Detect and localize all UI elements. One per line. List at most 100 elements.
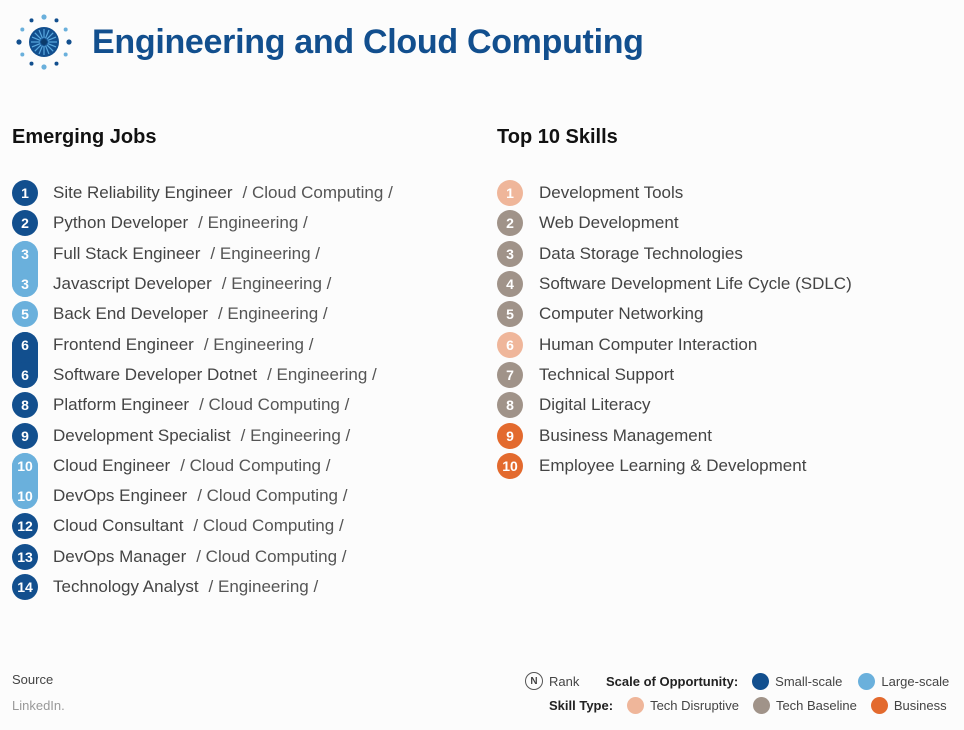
job-row: 12 Cloud Consultant / Cloud Computing / (12, 511, 393, 541)
job-rank-badge: 12 (12, 513, 38, 540)
job-category: / Engineering / (208, 577, 319, 596)
skill-name: Software Development Life Cycle (SDLC) (539, 274, 852, 294)
skill-name: Computer Networking (539, 304, 704, 324)
source-value: LinkedIn. (12, 698, 65, 713)
emerging-jobs-list: 1 Site Reliability Engineer / Cloud Comput… (12, 178, 393, 602)
job-row: 10 Cloud Engineer / Cloud Computing / (12, 451, 393, 481)
job-title: Platform Engineer (53, 395, 190, 415)
legend-rank-label: Rank (549, 673, 580, 689)
job-rank-badge: 3 (12, 240, 38, 267)
job-rank-badge: 1 (12, 180, 38, 207)
tech-disruptive-dot-icon (627, 697, 645, 714)
legend-business: Business (893, 698, 947, 713)
job-category: / Cloud Computing / (196, 546, 347, 566)
job-row: 1 Site Reliability Engineer / Cloud Comput… (12, 178, 393, 208)
job-rank-badge: 9 (12, 422, 38, 449)
job-rank-badge: 8 (12, 392, 38, 419)
job-title: Frontend Engineer (53, 334, 194, 354)
skill-row: 3 Data Storage Technologies (497, 239, 852, 269)
job-category: / Engineering / (210, 243, 321, 263)
skill-row: 1 Development Tools (497, 178, 852, 208)
skill-row: 9 Business Management (497, 420, 852, 450)
starburst-logo-icon (16, 14, 72, 70)
skill-rank-badge: 8 (497, 392, 523, 419)
job-rank-badge: 14 (12, 574, 38, 600)
legend-tech-disruptive: Tech Disruptive (650, 698, 739, 713)
skill-rank-badge: 4 (497, 271, 523, 298)
page-title: Engineering and Cloud Computing (92, 22, 644, 61)
top-skills-heading: Top 10 Skills (497, 126, 618, 148)
skill-row: 8 Digital Literacy (497, 390, 852, 420)
job-row: 9 Development Specialist / Engineering / (12, 420, 393, 450)
job-title: Site Reliability Engineer (53, 183, 233, 203)
job-category: / Cloud Computing / (197, 486, 348, 506)
business-dot-icon (870, 697, 888, 714)
skill-row: 10 Employee Learning & Development (497, 451, 852, 481)
source-label: Source (12, 672, 54, 687)
job-title: Technology Analyst (53, 577, 199, 596)
skill-name: Digital Literacy (539, 395, 651, 415)
page-header: Engineering and Cloud Computing (14, 12, 644, 72)
skill-rank-badge: 7 (497, 361, 523, 388)
tech-baseline-dot-icon (752, 697, 770, 714)
job-category: / Engineering / (217, 304, 328, 324)
job-title: Cloud Engineer (53, 455, 171, 475)
job-title: Back End Developer (53, 304, 208, 324)
job-rank-badge: 5 (12, 301, 38, 328)
job-category: / Engineering / (267, 364, 377, 384)
skill-name: Data Storage Technologies (539, 243, 743, 263)
job-rank-badge: 3 (12, 271, 38, 298)
emerging-jobs-heading: Emerging Jobs (12, 126, 157, 148)
legend-tech-baseline: Tech Baseline (775, 698, 857, 713)
job-row: 6 Software Developer Dotnet / Engineering … (12, 360, 393, 390)
job-row: 10 DevOps Engineer / Cloud Computing / (12, 481, 393, 511)
job-rank-badge: 10 (12, 452, 38, 479)
job-category: / Engineering / (221, 274, 332, 294)
legend-large-scale: Large-scale (881, 674, 950, 689)
skill-rank-badge: 3 (497, 240, 523, 267)
legend-scale: Scale of Opportunity: Small-scale Large-… (606, 673, 949, 690)
job-row: 14 Technology Analyst / Engineering / (12, 572, 393, 602)
job-category: / Cloud Computing / (199, 395, 350, 415)
top-skills-list: 1 Development Tools 2 Web Development 3 Data … (497, 178, 852, 481)
job-category: / Engineering / (203, 334, 314, 354)
job-category: / Engineering / (240, 425, 351, 445)
skill-rank-badge: 1 (497, 180, 523, 207)
skill-row: 4 Software Development Life Cycle (SDLC) (497, 269, 852, 299)
legend-skill-type: Skill Type: Tech Disruptive Tech Baselin… (549, 697, 947, 714)
job-title: Development Specialist (53, 425, 231, 445)
skill-row: 5 Computer Networking (497, 299, 852, 329)
skill-row: 7 Technical Support (497, 360, 852, 390)
small-scale-dot-icon (752, 673, 770, 690)
job-row: 8 Platform Engineer / Cloud Computing / (12, 390, 393, 420)
skill-name: Employee Learning & Development (539, 455, 807, 475)
job-rank-badge: 6 (12, 361, 38, 388)
job-rank-badge: 6 (12, 331, 38, 358)
job-title: Cloud Consultant (53, 516, 184, 536)
skill-row: 2 Web Development (497, 208, 852, 238)
rank-circle-icon: N (525, 672, 543, 690)
job-rank-badge: 2 (12, 210, 38, 237)
job-rank-badge: 13 (12, 543, 38, 570)
skill-rank-badge: 9 (497, 422, 523, 449)
job-row: 13 DevOps Manager / Cloud Computing / (12, 542, 393, 572)
job-category: / Engineering / (198, 213, 308, 233)
skill-name: Human Computer Interaction (539, 334, 758, 354)
legend-small-scale: Small-scale (775, 674, 843, 689)
job-row: 2 Python Developer / Engineering / (12, 208, 393, 238)
legend-skill-type-label: Skill Type: (549, 698, 614, 713)
job-title: Javascript Developer (53, 274, 212, 294)
job-row: 3 Full Stack Engineer / Engineering / (12, 239, 393, 269)
skill-name: Web Development (539, 213, 679, 233)
large-scale-dot-icon (858, 673, 876, 690)
skill-rank-badge: 10 (497, 452, 523, 479)
skill-name: Business Management (539, 425, 712, 445)
job-title: DevOps Engineer (53, 486, 188, 506)
skill-row: 6 Human Computer Interaction (497, 329, 852, 359)
job-category: / Cloud Computing / (193, 516, 344, 536)
job-rank-badge: 10 (12, 483, 38, 510)
job-row: 6 Frontend Engineer / Engineering / (12, 329, 393, 359)
skill-rank-badge: 6 (497, 331, 523, 358)
skill-name: Development Tools (539, 183, 684, 203)
legend-scale-label: Scale of Opportunity: (606, 674, 739, 689)
